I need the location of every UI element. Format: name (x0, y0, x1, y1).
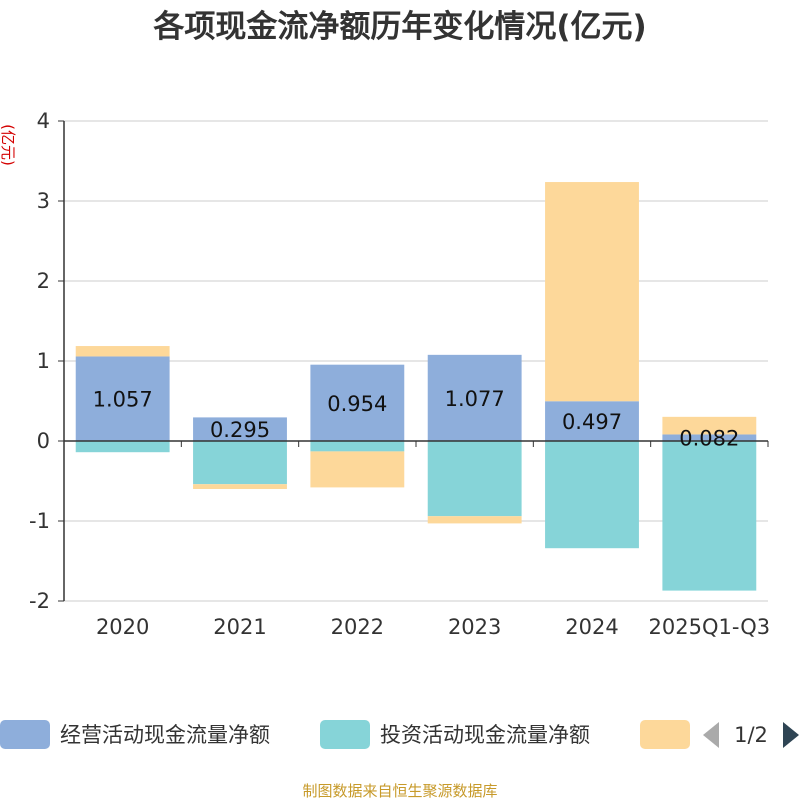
source-note: 制图数据来自恒生聚源数据库 (302, 782, 497, 800)
y-tick-label: 1 (37, 349, 50, 373)
axes: 4 3 2 1 0 -1 -2 2020 2021 2022 2023 2024 2025Q1-Q3 (29, 109, 770, 639)
legend-label: 投资活动现金流量净额 (380, 723, 590, 747)
bar-s2-2021 (193, 441, 287, 485)
bar-s1-2023 (427, 354, 522, 441)
legend-item-1[interactable]: 经营活动现金流量净额 (0, 720, 270, 749)
bar-s2-2022 (310, 441, 405, 452)
x-tick-label: 2021 (213, 615, 266, 639)
bar-s3-2024 (545, 182, 639, 402)
bar-s2-2023 (427, 441, 522, 517)
legend: 经营活动现金流量净额 投资活动现金流量净额 (0, 720, 690, 749)
legend-label: 经营活动现金流量净额 (60, 723, 270, 747)
bar-s3-2023 (427, 516, 522, 524)
y-tick-label: 4 (37, 109, 50, 133)
bar-s3-2021 (193, 484, 287, 489)
bar-s1-2020 (75, 356, 170, 441)
data-label: 0.954 (327, 392, 387, 416)
y-tick-label: -1 (29, 509, 50, 533)
bar-s3-2022 (310, 451, 405, 488)
data-label: 0.295 (210, 418, 270, 442)
bar-s1-2022 (310, 364, 405, 441)
y-tick-label: 0 (37, 429, 50, 453)
legend-item-3[interactable] (640, 720, 690, 749)
data-label: 1.077 (445, 387, 505, 411)
x-tick-label: 2022 (331, 615, 384, 639)
y-axis-label: (亿元) (0, 124, 17, 166)
bars (75, 182, 757, 591)
legend-pager: 1/2 (703, 722, 799, 748)
data-label: 1.057 (93, 388, 153, 412)
legend-swatch (640, 720, 690, 749)
data-label: 0.082 (679, 427, 739, 451)
x-tick-label: 2025Q1-Q3 (649, 615, 771, 639)
chart-title: 各项现金流净额历年变化情况(亿元) (152, 9, 646, 45)
bar-s3-2025Q1-Q3 (662, 416, 757, 435)
legend-swatch (320, 720, 370, 749)
x-tick-label: 2024 (565, 615, 618, 639)
legend-item-2[interactable]: 投资活动现金流量净额 (320, 720, 590, 749)
bar-s2-2024 (545, 441, 639, 549)
bar-s1-2024 (545, 401, 639, 441)
bar-s2-2020 (75, 441, 170, 453)
data-labels: 1.057 0.295 0.954 1.077 0.497 0.082 (93, 387, 740, 451)
x-tick-label: 2020 (96, 615, 149, 639)
y-tick-label: 3 (37, 189, 50, 213)
pager-text: 1/2 (734, 723, 768, 747)
legend-swatch (0, 720, 50, 749)
bar-s1-2025Q1-Q3 (662, 434, 757, 441)
pager-prev-icon[interactable] (703, 722, 719, 748)
bar-s3-2020 (75, 346, 170, 357)
pager-next-icon[interactable] (783, 722, 799, 748)
x-tick-label: 2023 (448, 615, 501, 639)
y-tick-label: 2 (37, 269, 50, 293)
bar-s2-2025Q1-Q3 (662, 441, 757, 591)
bar-s1-2021 (193, 417, 287, 441)
data-label: 0.497 (562, 410, 622, 434)
y-tick-label: -2 (29, 589, 50, 613)
